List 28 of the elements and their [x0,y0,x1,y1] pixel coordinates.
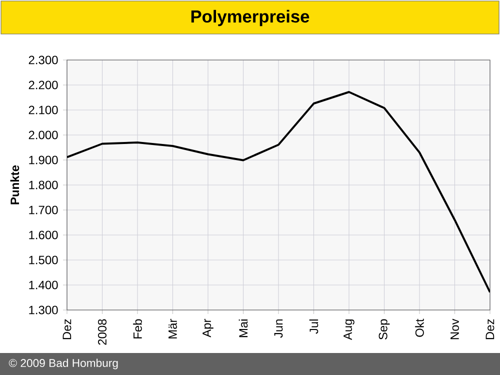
x-tick-label: Dez [62,319,72,340]
y-tick-label: 2.100 [28,106,58,114]
y-tick-label: 2.300 [28,56,58,64]
y-tick-label: 2.000 [28,130,58,140]
y-tick-label: 1.900 [29,156,58,164]
y-tick-label: 2.200 [28,80,58,90]
y-axis-title: Punkte [10,165,20,204]
x-tick-label: 2008 [98,319,107,345]
y-tick-label: 1.500 [29,256,58,264]
x-tick-label: Jul [309,320,318,334]
chart-title: Polymerpreise [191,10,310,26]
x-tick-label: Aug [344,319,354,340]
x-tick-label: Sep [378,319,390,340]
y-tick-label: 1.800 [29,180,58,190]
x-tick-label: Feb [133,319,142,338]
x-tick-label: Jun [274,319,283,338]
y-tick-label: 1.700 [29,206,58,214]
y-tick-label: 1.300 [29,306,58,314]
x-tick-label: Nov [450,318,459,340]
x-tick-label: Dez [486,319,494,340]
x-tick-label: Mai [238,320,248,338]
y-tick-label: 1.400 [29,280,58,290]
line-series [67,91,490,294]
x-tick-label: Apr [202,318,214,338]
x-tick-label: Mär [168,318,177,338]
y-tick-label: 1.600 [29,230,58,240]
text: © 2009 Bad Homburg [8,358,118,370]
x-tick-label: Okt [415,318,424,337]
